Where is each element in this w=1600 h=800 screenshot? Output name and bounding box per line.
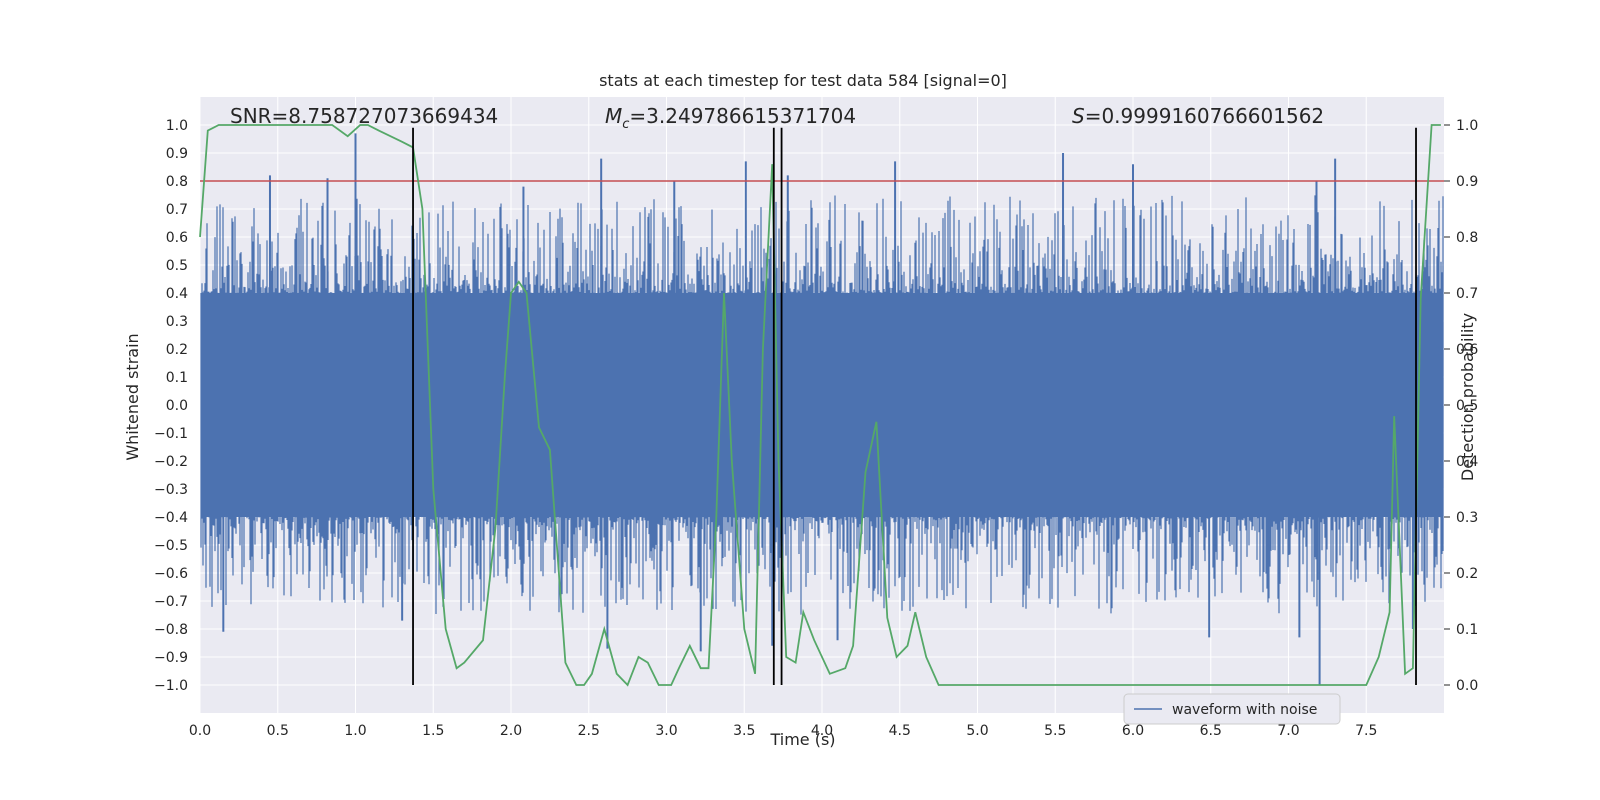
x-tick-label: 4.5	[889, 723, 911, 739]
snr-annotation: SNR=8.758727073669434	[230, 104, 498, 128]
x-tick-label: 3.0	[655, 723, 677, 739]
x-tick-label: 1.0	[344, 723, 366, 739]
mc-symbol: M	[605, 104, 622, 128]
chart-title: stats at each timestep for test data 584…	[599, 71, 1007, 90]
x-tick-label: 2.0	[500, 723, 522, 739]
score-annotation: S=0.9999160766601562	[1072, 104, 1324, 128]
y-tick-label: 0.9	[166, 146, 188, 162]
x-tick-labels: 0.0 0.5 1.0 1.5 2.0 2.5 3.0 3.5 4.0 4.5 5.0 5.5 6.0 6…	[189, 723, 1378, 739]
y-tick-label: 0.6	[166, 230, 188, 246]
y-tick-label: −0.3	[154, 482, 188, 498]
x-tick-label: 4.0	[811, 723, 833, 739]
x-tick-label: 3.5	[733, 723, 755, 739]
y-right-tick-label: 0.3	[1456, 510, 1478, 526]
y-tick-label: 0.1	[166, 370, 188, 386]
x-tick-label: 0.0	[189, 723, 211, 739]
legend: waveform with noise	[1123, 693, 1341, 725]
y-tick-label: 1.0	[166, 118, 188, 134]
mc-subscript: c	[622, 117, 629, 132]
x-tick-label: 6.5	[1200, 723, 1222, 739]
legend-label: waveform with noise	[1172, 702, 1317, 718]
x-tick-label: 0.5	[267, 723, 289, 739]
detection-probability-series	[199, 124, 1441, 687]
y-tick-label: −0.6	[154, 566, 188, 582]
y-right-tick-label: 0.4	[1456, 454, 1478, 470]
y-right-tick-label: 0.8	[1456, 230, 1478, 246]
y-tick-labels: 1.0 0.9 0.8 0.7 0.6 0.5 0.4 0.3 0.2 0.1 0.0 −0.1 −0.…	[154, 118, 188, 694]
y-right-tick-label: 1.0	[1456, 118, 1478, 134]
mc-value: =3.249786615371704	[629, 104, 856, 128]
y-right-tick-label: 0.2	[1456, 566, 1478, 582]
y-right-tick-label: 0.7	[1456, 286, 1478, 302]
s-value: =0.9999160766601562	[1085, 104, 1324, 128]
x-tick-label: 7.0	[1277, 723, 1299, 739]
y-tick-label: −0.2	[154, 454, 188, 470]
x-tick-label: 6.0	[1122, 723, 1144, 739]
y-tick-label: −0.9	[154, 650, 188, 666]
y-right-tick-label: 0.9	[1456, 174, 1478, 190]
waveform-series	[200, 133, 1444, 685]
y-tick-label: −0.4	[154, 510, 188, 526]
s-symbol: S	[1072, 104, 1085, 128]
y-right-tick-label: 0.5	[1456, 398, 1478, 414]
y-tick-label: 0.7	[166, 202, 188, 218]
y-tick-label: 0.8	[166, 174, 188, 190]
y-tick-label: 0.3	[166, 314, 188, 330]
legend-box	[1123, 693, 1341, 725]
x-tick-label: 1.5	[422, 723, 444, 739]
x-tick-label: 2.5	[578, 723, 600, 739]
y-right-tick-label: 0.6	[1456, 342, 1478, 358]
y-right-tick-label: 0.1	[1456, 622, 1478, 638]
y-right-tick-labels: 1.0 0.9 0.8 0.7 0.6 0.5 0.4 0.3 0.2 0.1 0.0	[1444, 118, 1478, 694]
waveform-noise-body	[200, 195, 1444, 615]
detection-probability-line	[199, 124, 1441, 687]
y-tick-label: 0.0	[166, 398, 188, 414]
y-tick-label: −1.0	[154, 678, 188, 694]
y-tick-label: 0.5	[166, 258, 188, 274]
y-tick-label: −0.5	[154, 538, 188, 554]
x-tick-label: 5.5	[1044, 723, 1066, 739]
x-tick-label: 7.5	[1355, 723, 1377, 739]
detection-vertical-lines	[412, 127, 1417, 685]
x-axis-label: Time (s)	[769, 730, 835, 749]
y-tick-label: 0.4	[166, 286, 188, 302]
y-tick-label: −0.1	[154, 426, 188, 442]
chirp-mass-annotation: Mc=3.249786615371704	[605, 104, 856, 132]
y-tick-label: −0.8	[154, 622, 188, 638]
y-tick-label: −0.7	[154, 594, 188, 610]
y-right-axis-label: Detection probability	[1458, 313, 1477, 481]
y-right-tick-label: 0.0	[1456, 678, 1478, 694]
y-tick-label: 0.2	[166, 342, 188, 358]
y-axis-label: Whitened strain	[123, 333, 142, 460]
x-tick-label: 5.0	[966, 723, 988, 739]
